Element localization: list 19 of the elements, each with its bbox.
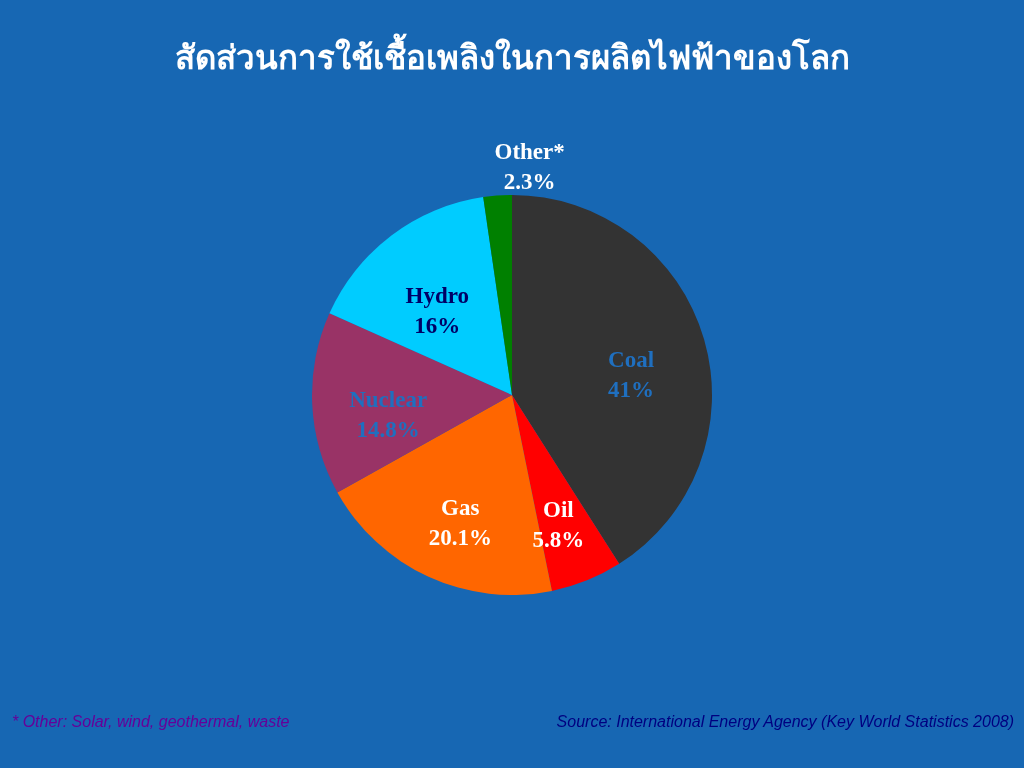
slice-label: Nuclear	[349, 387, 428, 413]
pie-slice	[483, 195, 512, 395]
data-label: 16%	[414, 313, 461, 339]
data-label: 5.8%	[532, 527, 585, 552]
pie-slice	[512, 195, 712, 564]
text: * Other: Solar, wind, geothermal, waste	[12, 713, 290, 730]
chart-title: สัดส่วนการใช้เชื้อเพลิงในการผลิตไฟฟ้าของโลก	[174, 33, 850, 77]
data-label: 41%	[608, 377, 655, 403]
source-note: Source: International Energy Agency (Key World Statistics 2008)	[556, 713, 1014, 730]
slice-label: Coal	[608, 347, 655, 373]
data-label: 20.1%	[428, 524, 492, 550]
data-label: 2.3%	[503, 168, 556, 194]
slice-label: Other*	[494, 138, 565, 164]
slice-label: Oil	[543, 497, 574, 522]
data-label: 14.8%	[356, 417, 420, 443]
slice-label: Hydro	[405, 283, 469, 309]
slice-label: Gas	[441, 494, 480, 520]
pie-slice	[312, 313, 512, 493]
pie-slice	[512, 395, 620, 591]
